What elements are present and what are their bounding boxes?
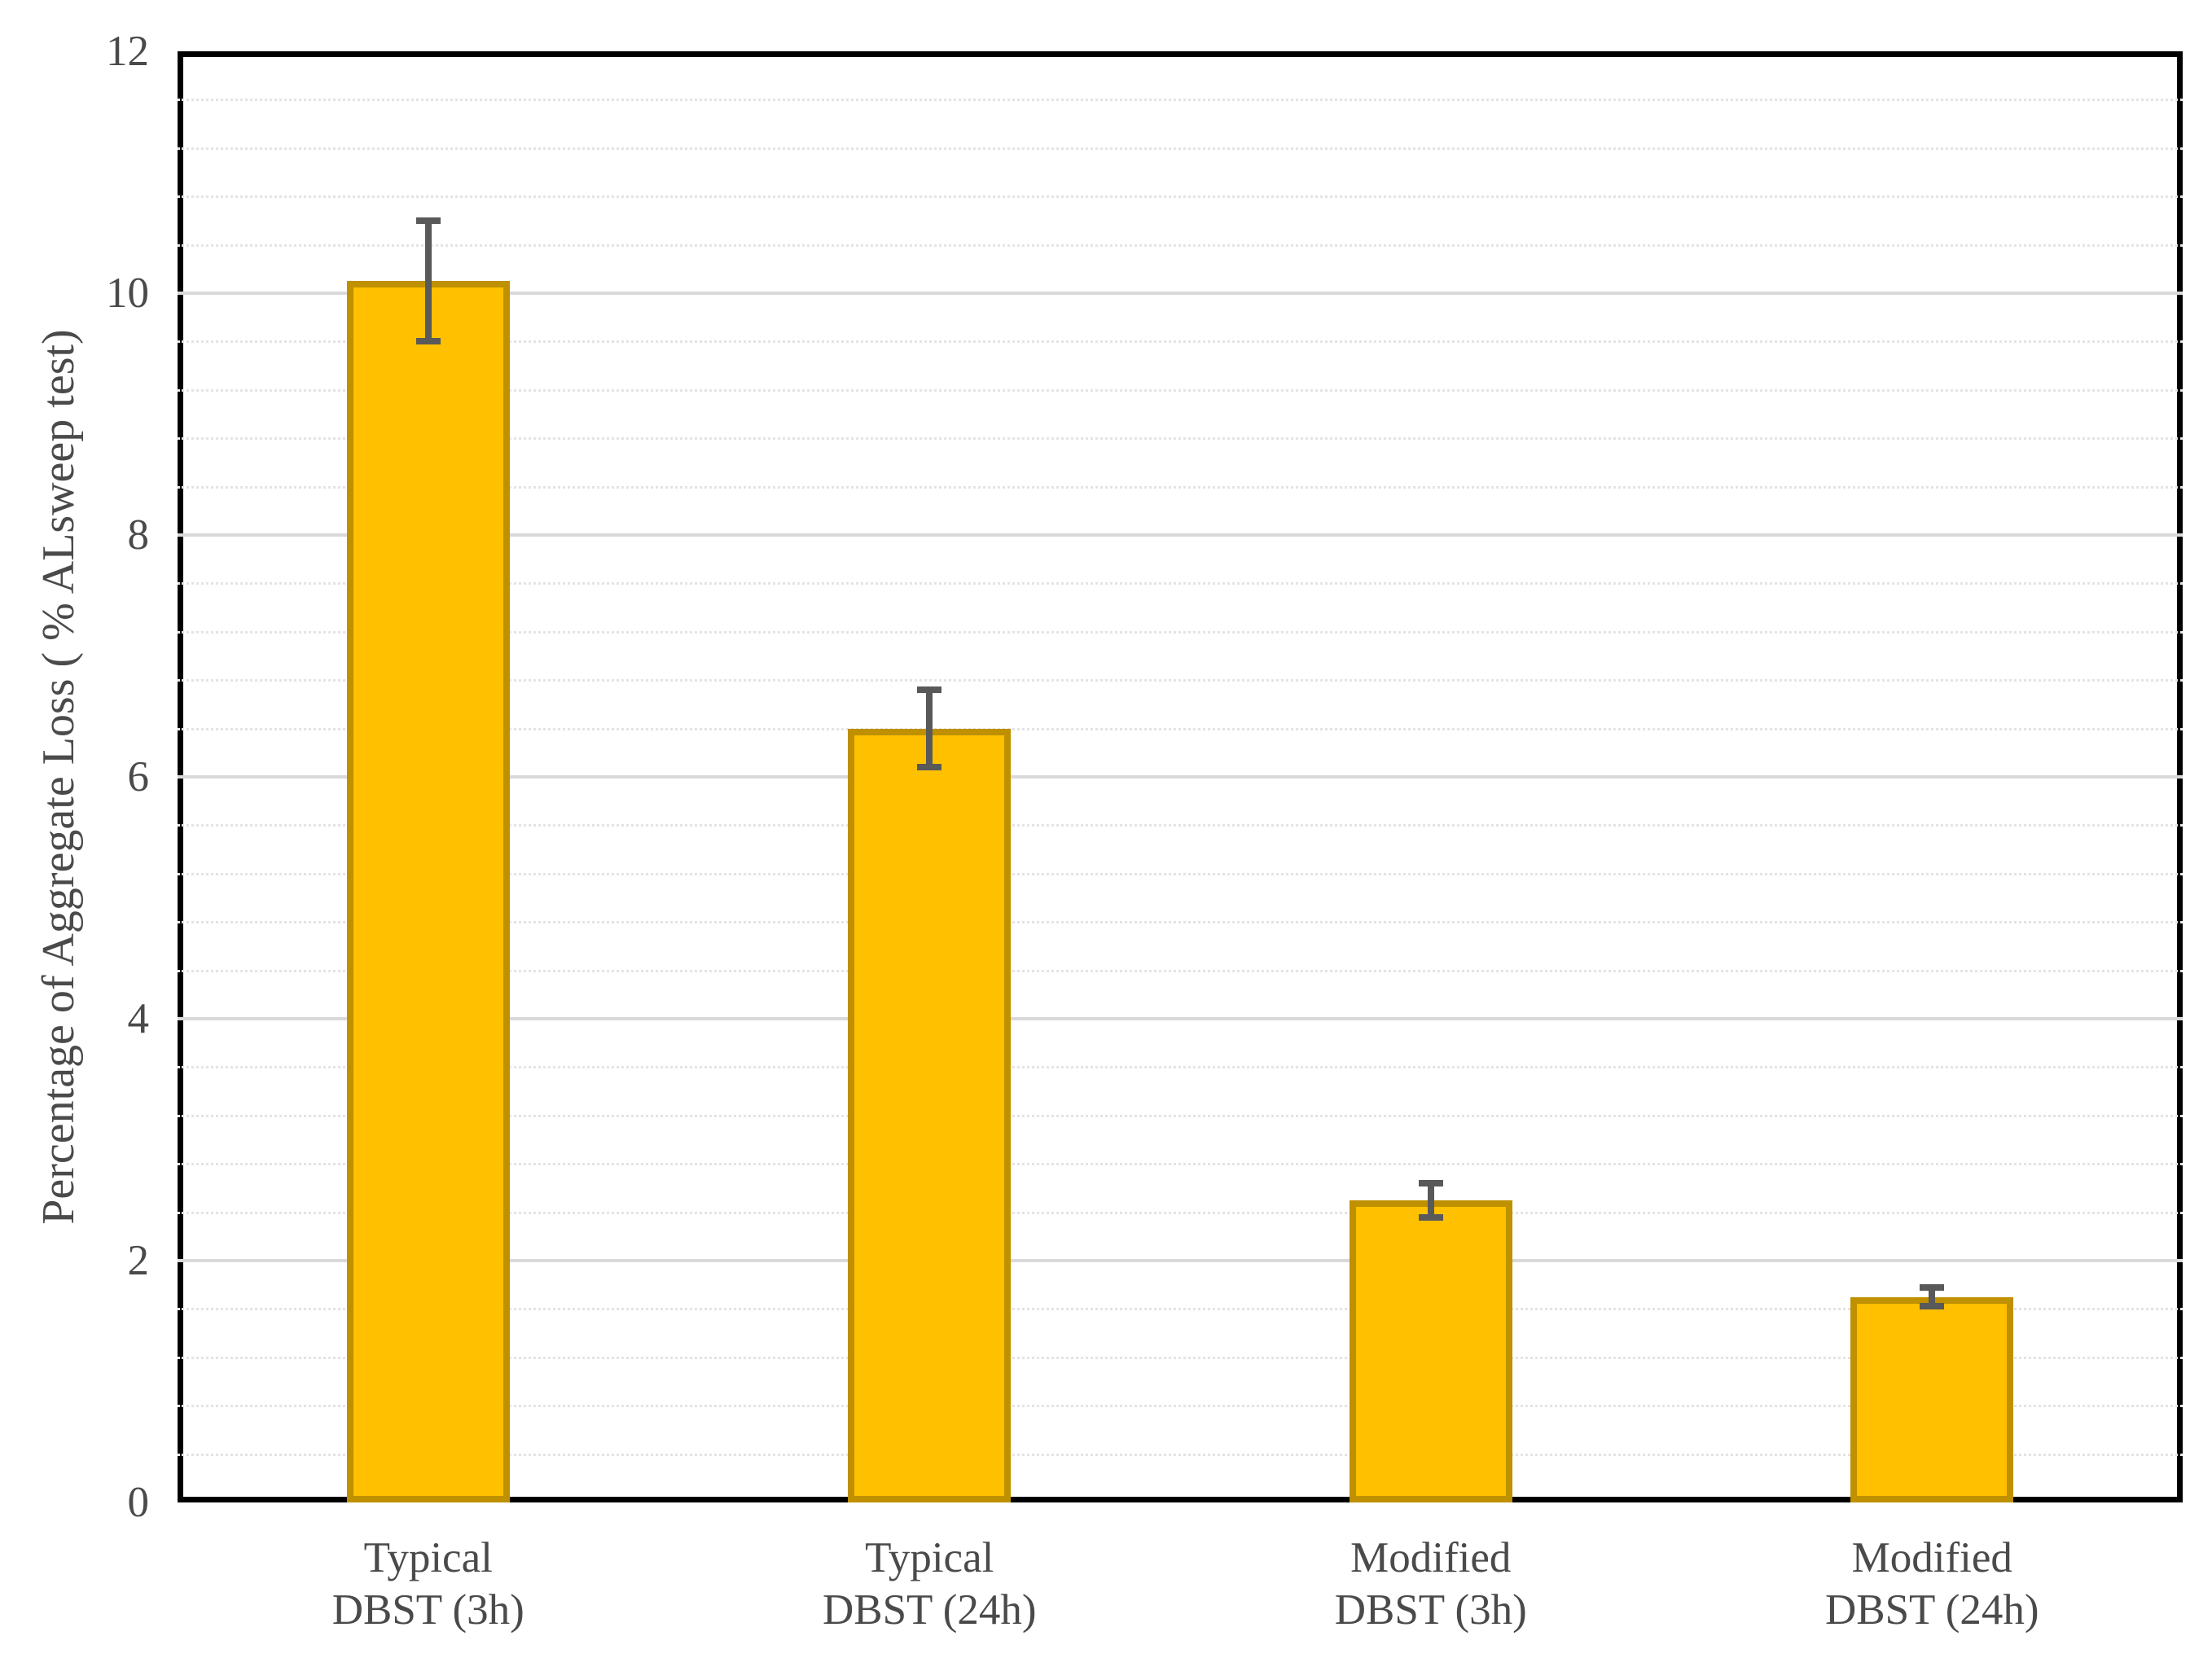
minor-gridline [178, 969, 2183, 972]
minor-gridline [178, 1453, 2183, 1456]
bar [346, 281, 510, 1502]
error-bar-bottom-cap [917, 764, 942, 771]
minor-gridline [178, 1308, 2183, 1311]
major-gridline [178, 1259, 2183, 1262]
minor-gridline [178, 195, 2183, 199]
error-bar-bottom-cap [1920, 1303, 1945, 1310]
error-bar-top-cap [415, 217, 441, 224]
minor-gridline [178, 1211, 2183, 1214]
y-tick-label: 8 [127, 511, 150, 559]
minor-gridline [178, 147, 2183, 150]
minor-gridline [178, 1066, 2183, 1069]
error-bar-top-cap [1418, 1179, 1443, 1186]
minor-gridline [178, 99, 2183, 102]
minor-gridline [178, 1114, 2183, 1117]
error-bar-top-cap [1920, 1283, 1945, 1291]
y-tick-label: 10 [106, 270, 149, 317]
error-bar-line [424, 220, 432, 342]
minor-gridline [178, 679, 2183, 682]
error-bar-line [1929, 1287, 1936, 1307]
y-tick-label: 6 [127, 753, 150, 800]
minor-gridline [178, 340, 2183, 344]
error-bar-bottom-cap [415, 338, 441, 345]
minor-gridline [178, 1163, 2183, 1166]
major-gridline [178, 292, 2183, 295]
x-category-label: Modified DBST (24h) [1824, 1534, 2039, 1634]
minor-gridline [178, 921, 2183, 924]
minor-gridline [178, 243, 2183, 247]
error-bar-line [1427, 1182, 1434, 1217]
y-tick-label: 12 [106, 28, 149, 75]
minor-gridline [178, 872, 2183, 875]
major-gridline [178, 533, 2183, 537]
x-category-label: Typical DBST (24h) [822, 1534, 1037, 1634]
x-category-label: Modified DBST (3h) [1334, 1534, 1527, 1634]
bar [1850, 1296, 2014, 1502]
x-category-label: Typical DBST (3h) [331, 1534, 524, 1634]
minor-gridline [178, 437, 2183, 441]
minor-gridline [178, 485, 2183, 489]
y-tick-label: 0 [127, 1479, 150, 1526]
error-bar-bottom-cap [1418, 1213, 1443, 1221]
minor-gridline [178, 582, 2183, 586]
error-bar-top-cap [917, 686, 942, 694]
error-bar-line [926, 690, 933, 768]
minor-gridline [178, 1405, 2183, 1408]
minor-gridline [178, 1356, 2183, 1359]
minor-gridline [178, 630, 2183, 634]
major-gridline [178, 1017, 2183, 1020]
bar [848, 728, 1012, 1502]
minor-gridline [178, 388, 2183, 392]
minor-gridline [178, 727, 2183, 730]
y-tick-label: 4 [127, 995, 150, 1042]
major-gridline [178, 775, 2183, 779]
y-tick-label: 2 [127, 1237, 150, 1284]
minor-gridline [178, 824, 2183, 827]
bar [1349, 1200, 1512, 1502]
